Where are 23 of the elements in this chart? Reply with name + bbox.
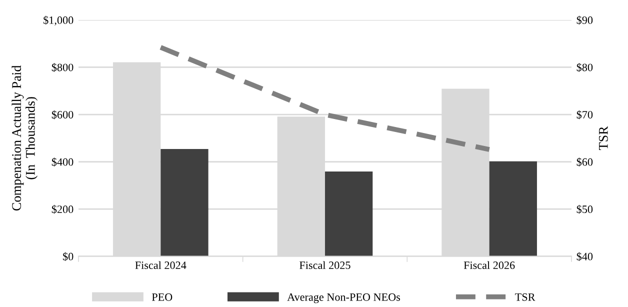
legend-label: Average Non-PEO NEOs — [287, 293, 400, 304]
bar — [160, 149, 208, 256]
y-tick-label: $1,000 — [44, 16, 74, 26]
y-axis-title: Compenation Actually Paid (In Thousands) — [12, 65, 38, 211]
y-tick-label: $400 — [52, 158, 74, 166]
x-tick-label: Fiscal 2026 — [464, 261, 515, 270]
y2-tick-label: $40 — [576, 252, 593, 262]
bar — [489, 161, 537, 256]
bar — [324, 171, 373, 256]
legend-label: TSR — [515, 293, 536, 301]
y2-tick-label: $90 — [576, 16, 593, 25]
y2-tick-label: $80 — [576, 63, 593, 72]
y2-tick-label: $60 — [576, 158, 593, 166]
y2-tick-label: $50 — [576, 204, 593, 214]
y-tick-label: $0 — [63, 252, 74, 262]
y-tick-label: $200 — [52, 204, 74, 214]
x-tick-label: Fiscal 2025 — [300, 261, 350, 270]
y-tick-label: $800 — [52, 63, 74, 72]
legend-label: PEO — [152, 293, 172, 301]
y2-tick-label: $70 — [576, 110, 593, 120]
x-tick-label: Fiscal 2024 — [135, 261, 186, 270]
y-tick-label: $600 — [52, 110, 74, 120]
y2-axis-title: TSR — [598, 126, 608, 150]
